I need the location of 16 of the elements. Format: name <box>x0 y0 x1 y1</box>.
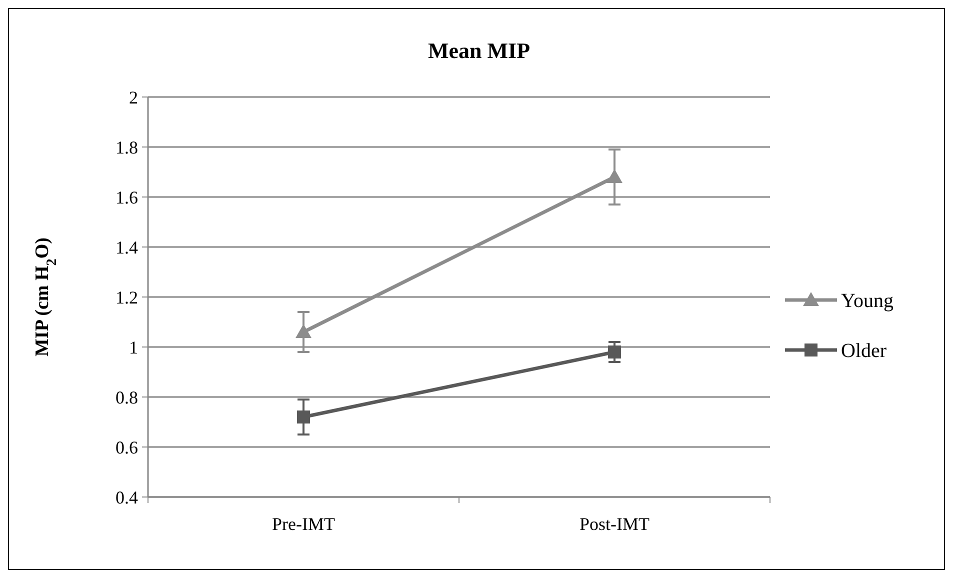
y-tick-label: 1.4 <box>116 237 138 258</box>
x-tick-label: Pre-IMT <box>272 514 335 534</box>
y-tick-label: 0.8 <box>116 387 138 408</box>
y-tick-label: 0.6 <box>116 437 138 458</box>
legend-label: Young <box>841 290 894 312</box>
y-tick-label: 0.4 <box>116 487 138 508</box>
legend-label: Older <box>841 340 887 362</box>
chart-title: Mean MIP <box>428 38 530 63</box>
y-tick-label: 1 <box>129 337 138 358</box>
y-tick-label: 1.2 <box>116 287 138 308</box>
point <box>608 346 621 358</box>
x-tick-label: Post-IMT <box>579 514 650 534</box>
y-tick-label: 1.8 <box>116 137 138 158</box>
y-tick-label: 1.6 <box>116 187 138 208</box>
point <box>297 410 310 424</box>
y-tick-label: 2 <box>129 87 138 108</box>
